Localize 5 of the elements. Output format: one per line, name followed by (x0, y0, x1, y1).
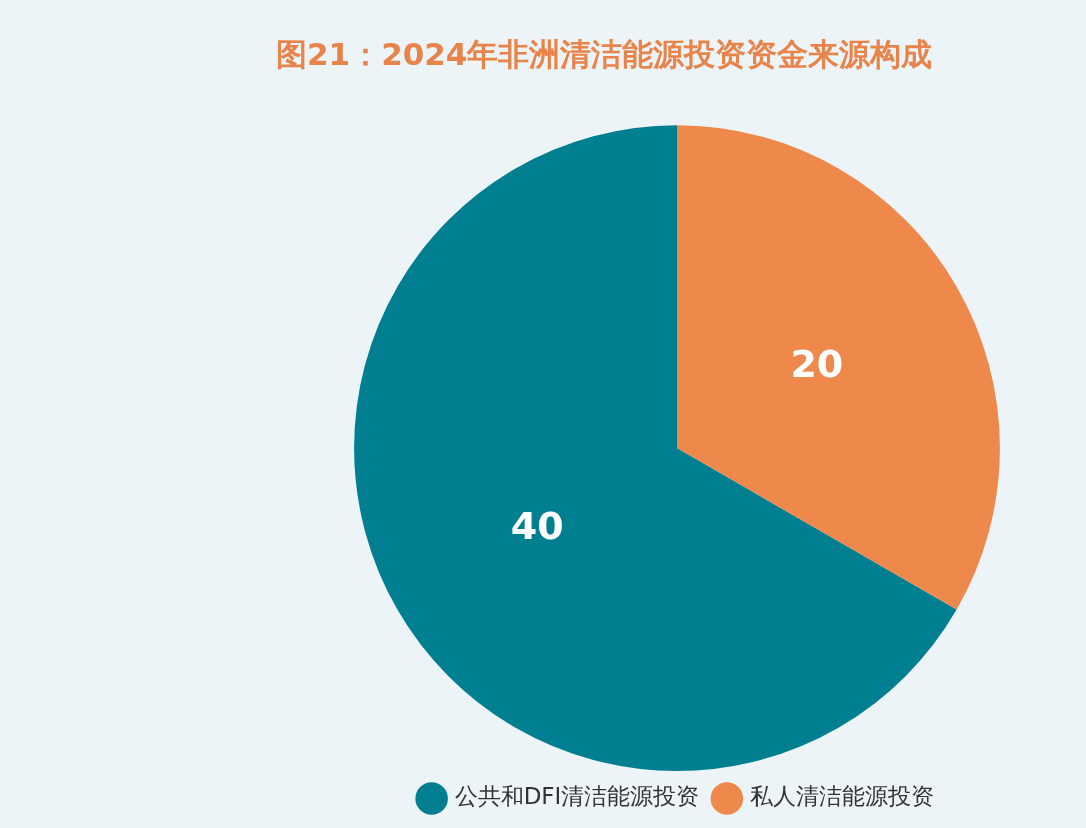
data-label: 40 (510, 503, 564, 548)
legend-label: 公共和DFI清洁能源投资 (454, 783, 700, 810)
data-label: 20 (790, 342, 844, 387)
legend-label: 私人清洁能源投资 (749, 783, 934, 810)
chart-title: 图21：2024年非洲清洁能源投资资金来源构成 (276, 35, 933, 72)
